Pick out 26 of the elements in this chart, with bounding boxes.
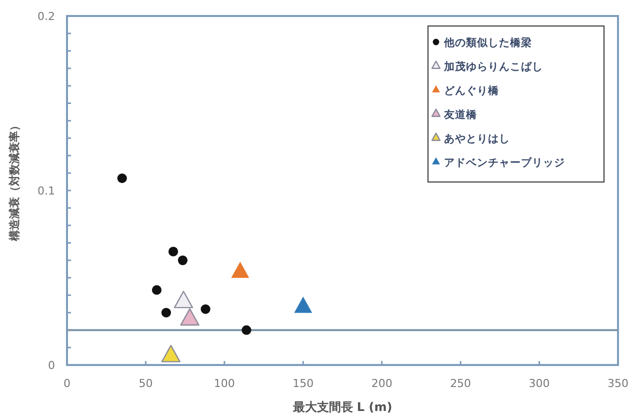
legend-label: あやとりはし <box>444 133 510 145</box>
point <box>152 285 162 295</box>
point <box>168 246 178 256</box>
y-tick-label: 0.1 <box>38 184 55 198</box>
legend-label: どんぐり橋 <box>444 84 500 97</box>
x-tick-label: 0 <box>64 377 70 390</box>
x-tick-label: 100 <box>214 377 235 390</box>
y-tick-label: 0 <box>48 359 55 372</box>
x-tick-label: 350 <box>608 377 628 390</box>
x-tick-label: 300 <box>528 377 550 390</box>
x-tick-label: 250 <box>450 377 472 390</box>
point <box>242 325 252 335</box>
legend-label: 加茂ゆらりんこばし <box>443 60 543 73</box>
x-tick-label: 200 <box>371 377 392 390</box>
y-axis-title: 構造減衰（対数減衰率） <box>8 120 21 242</box>
x-tick-label: 50 <box>138 377 153 390</box>
point <box>117 173 127 184</box>
point <box>200 304 210 314</box>
point <box>178 256 188 266</box>
y-tick-label: 0.2 <box>38 10 55 23</box>
legend-label: 友道橋 <box>443 108 478 121</box>
x-tick-label: 150 <box>292 377 314 390</box>
point <box>161 308 171 318</box>
legend-label: アドベンチャーブリッジ <box>444 156 565 169</box>
legend-label: 他の類似した橋梁 <box>443 36 532 49</box>
x-axis-title: 最大支間長 L (m) <box>292 400 392 414</box>
